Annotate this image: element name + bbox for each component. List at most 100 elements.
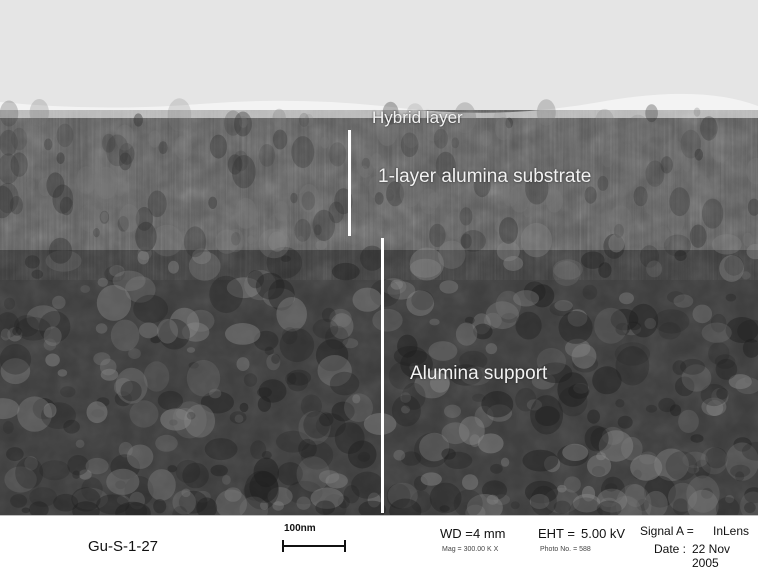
substrate-grain <box>681 130 701 159</box>
substrate-grain <box>233 151 248 172</box>
alumina-grain <box>462 474 478 490</box>
alumina-grain <box>587 455 611 477</box>
alumina-grain <box>10 494 27 508</box>
working-distance-value: 4 mm <box>473 526 506 541</box>
substrate-grain <box>661 156 673 173</box>
alumina-grain <box>562 444 588 461</box>
substrate-grain <box>429 224 446 247</box>
alumina-grain <box>4 298 15 310</box>
working-distance-label: WD = <box>440 526 473 541</box>
eht-label: EHT = <box>538 526 575 541</box>
alumina-grain <box>410 259 441 278</box>
scale-bar <box>282 540 346 552</box>
alumina-grain <box>49 238 72 264</box>
alumina-grain <box>501 458 509 467</box>
alumina-grain <box>605 483 617 491</box>
sample-id: Gu-S-1-27 <box>88 538 158 555</box>
alumina-grain <box>225 323 260 345</box>
alumina-grain <box>744 502 756 513</box>
substrate-grain <box>710 132 731 162</box>
alumina-grain <box>429 319 439 326</box>
alumina-grain <box>168 261 179 274</box>
alumina-grain <box>3 421 14 434</box>
substrate-grain <box>235 198 257 229</box>
substrate-grain <box>299 113 309 127</box>
substrate-grain <box>291 136 314 168</box>
alumina-grain <box>315 240 326 250</box>
substrate-grain <box>602 151 614 168</box>
alumina-grain <box>353 288 383 312</box>
alumina-grain <box>587 410 600 424</box>
alumina-grain <box>564 476 581 492</box>
alumina-grain <box>511 501 520 509</box>
alumina-grain <box>330 372 359 396</box>
alumina-grain <box>44 327 62 347</box>
alumina-grain <box>674 294 694 307</box>
substrate-grain <box>119 204 139 232</box>
substrate-grain <box>0 101 18 127</box>
alumina-grain <box>60 386 75 397</box>
alumina-grain <box>71 487 100 511</box>
alumina-grain <box>678 410 699 433</box>
substrate-grain <box>94 167 117 200</box>
substrate-grain <box>499 217 518 244</box>
alumina-grain <box>297 456 330 492</box>
alumina-grain <box>15 457 43 489</box>
alumina-grain <box>621 437 643 461</box>
alumina-grain <box>572 344 597 369</box>
substrate-grain <box>93 228 100 237</box>
substrate-grain <box>57 152 65 164</box>
substrate-grain <box>168 98 192 131</box>
alumina-grain <box>298 439 317 459</box>
substrate-grain <box>26 178 35 191</box>
substrate-grain <box>106 135 129 167</box>
alumina-grain <box>155 435 178 452</box>
alumina-grain <box>332 263 360 280</box>
substrate-grain <box>290 193 297 203</box>
alumina-grain <box>619 292 634 304</box>
substrate-grain <box>273 109 286 128</box>
alumina-grain <box>439 280 458 293</box>
alumina-grain <box>554 300 572 311</box>
substrate-grain <box>208 197 217 209</box>
alumina-grain <box>271 354 280 364</box>
substrate-grain <box>428 192 440 209</box>
alumina-grain <box>32 270 44 279</box>
substrate-grain <box>30 99 49 126</box>
substrate-grain <box>374 217 384 232</box>
alumina-grain <box>100 359 117 376</box>
micrograph-texture <box>0 0 758 515</box>
alumina-grain <box>96 323 108 333</box>
alumina-grain <box>428 341 457 361</box>
alumina-grain <box>693 305 713 324</box>
scale-bar-label: 100nm <box>284 523 316 534</box>
alumina-grain <box>516 312 542 340</box>
alumina-grain <box>440 505 450 512</box>
alumina-grain <box>153 499 166 513</box>
date-value: 22 Nov 2005 <box>692 542 758 570</box>
alumina-grain <box>303 411 330 439</box>
sem-micrograph: Hybrid layer 1-layer alumina substrate A… <box>0 0 758 515</box>
scale-bar-line <box>282 545 346 547</box>
substrate-grain <box>299 184 319 213</box>
scale-bar-right-tick <box>344 540 346 552</box>
alumina-grain <box>86 458 109 474</box>
alumina-grain <box>352 394 360 403</box>
substrate-grain <box>114 196 122 207</box>
alumina-grain <box>97 285 131 321</box>
substrate-label: 1-layer alumina substrate <box>378 166 591 188</box>
alumina-grain <box>240 403 249 412</box>
alumina-grain <box>184 404 215 437</box>
substrate-grain <box>342 212 365 245</box>
alumina-grain <box>618 416 633 429</box>
substrate-grain <box>694 108 701 117</box>
alumina-grain <box>421 472 442 485</box>
alumina-grain <box>144 361 170 391</box>
support-label: Alumina support <box>410 363 547 385</box>
alumina-grain <box>1 329 11 341</box>
alumina-grain <box>244 373 257 386</box>
alumina-grain <box>98 278 108 287</box>
film-highlight <box>0 0 758 110</box>
alumina-grain <box>490 464 503 474</box>
alumina-grain <box>521 223 552 257</box>
